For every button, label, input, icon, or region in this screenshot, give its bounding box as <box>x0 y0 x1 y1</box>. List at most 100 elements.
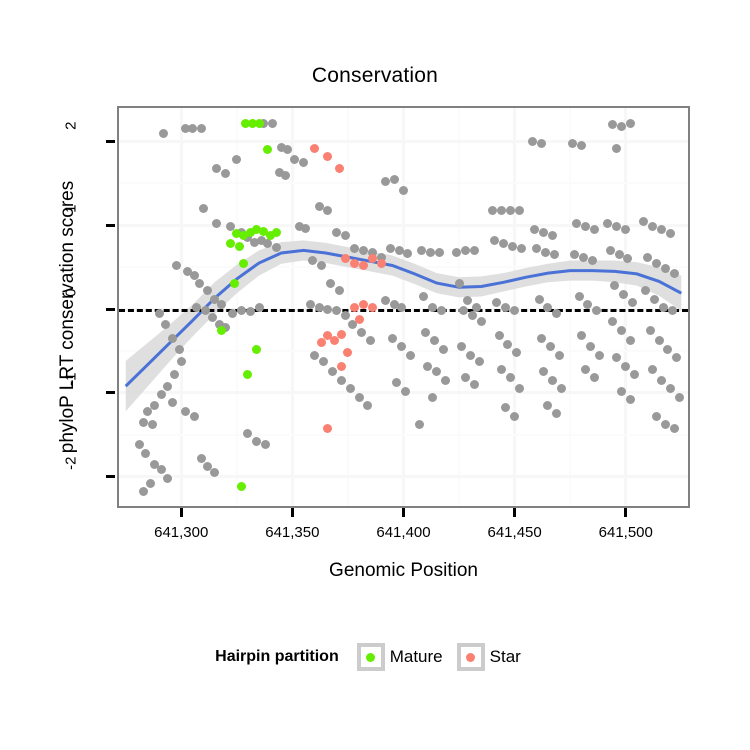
data-point-other <box>307 255 317 265</box>
data-point-other <box>581 222 591 232</box>
data-point-other <box>452 247 462 257</box>
data-point-other <box>263 239 273 249</box>
data-point-other <box>203 462 213 472</box>
data-point-other <box>196 124 206 134</box>
data-point-other <box>387 333 397 343</box>
data-point-other <box>216 300 226 310</box>
data-point-other <box>543 400 553 410</box>
data-point-other <box>583 300 593 310</box>
legend-items: Mature Star <box>356 643 535 671</box>
x-tick-label: 641,500 <box>598 524 653 541</box>
data-point-star <box>341 254 351 264</box>
y-tick-mark <box>106 307 115 311</box>
data-point-other <box>494 331 504 341</box>
y-tick-label: -1 <box>62 372 80 386</box>
data-point-other <box>594 350 604 360</box>
data-point-other <box>625 118 635 128</box>
data-point-other <box>314 202 324 212</box>
data-point-other <box>141 448 151 458</box>
gridline-minor-vertical <box>346 108 349 506</box>
data-point-other <box>156 390 166 400</box>
data-point-other <box>194 279 204 289</box>
data-point-other <box>290 155 300 165</box>
data-point-other <box>652 258 662 268</box>
data-point-other <box>345 384 355 394</box>
data-point-star <box>323 152 333 162</box>
x-tick-mark <box>513 508 517 517</box>
gridline-minor-horizontal <box>119 433 688 436</box>
y-tick-label: 0 <box>62 288 80 297</box>
data-point-other <box>612 143 622 153</box>
data-point-other <box>405 350 415 360</box>
data-point-other <box>201 306 211 316</box>
data-point-other <box>150 459 160 469</box>
data-point-other <box>467 311 477 321</box>
data-point-other <box>499 239 509 249</box>
data-point-star <box>367 302 377 312</box>
data-point-other <box>176 356 186 366</box>
data-point-other <box>305 299 315 309</box>
data-point-other <box>552 308 562 318</box>
data-point-other <box>363 400 373 410</box>
legend-item-mature[interactable]: Mature <box>356 643 457 671</box>
data-point-other <box>587 255 597 265</box>
data-point-other <box>576 331 586 341</box>
data-point-star <box>323 331 333 341</box>
data-point-other <box>174 344 184 354</box>
data-point-other <box>156 465 166 475</box>
data-point-other <box>283 145 293 155</box>
data-point-other <box>198 204 208 214</box>
legend-item-star[interactable]: Star <box>456 643 535 671</box>
x-tick-label: 641,400 <box>376 524 431 541</box>
data-point-other <box>670 269 680 279</box>
data-point-other <box>536 333 546 343</box>
data-point-other <box>616 121 626 131</box>
data-point-mature <box>234 241 244 251</box>
x-tick-mark <box>624 508 628 517</box>
data-point-other <box>181 406 191 416</box>
data-point-other <box>507 241 517 251</box>
data-point-other <box>461 373 471 383</box>
data-point-other <box>332 306 342 316</box>
data-point-other <box>212 219 222 229</box>
data-point-other <box>619 289 629 299</box>
data-point-other <box>430 336 440 346</box>
gridline-minor-horizontal <box>119 349 688 352</box>
data-point-other <box>221 323 231 333</box>
data-point-other <box>138 417 148 427</box>
data-point-other <box>465 350 475 360</box>
data-point-other <box>501 403 511 413</box>
data-point-other <box>210 467 220 477</box>
data-point-other <box>267 118 277 128</box>
data-point-star <box>354 314 364 324</box>
data-point-other <box>396 342 406 352</box>
data-point-other <box>323 205 333 215</box>
data-point-other <box>645 325 655 335</box>
data-point-other <box>503 339 513 349</box>
data-point-other <box>143 406 153 416</box>
data-point-other <box>336 375 346 385</box>
data-point-other <box>459 306 468 316</box>
data-point-other <box>170 369 180 379</box>
data-point-other <box>183 266 193 276</box>
data-point-other <box>232 155 242 165</box>
data-point-other <box>250 237 260 247</box>
loess-smoother <box>124 240 683 412</box>
smooth-line <box>124 248 683 388</box>
data-point-star <box>334 163 344 173</box>
data-point-other <box>496 364 506 374</box>
data-point-mature <box>243 369 253 379</box>
data-point-other <box>510 411 520 421</box>
data-point-other <box>436 306 446 316</box>
data-point-other <box>190 411 200 421</box>
data-point-other <box>138 487 148 497</box>
data-point-other <box>550 250 560 260</box>
data-point-star <box>367 254 377 264</box>
chart-title: Conservation <box>311 64 439 87</box>
data-point-other <box>167 398 177 408</box>
y-tick-mark <box>106 223 115 227</box>
data-point-other <box>534 294 544 304</box>
data-point-other <box>514 384 524 394</box>
data-point-star <box>330 336 340 346</box>
data-point-other <box>547 375 557 385</box>
